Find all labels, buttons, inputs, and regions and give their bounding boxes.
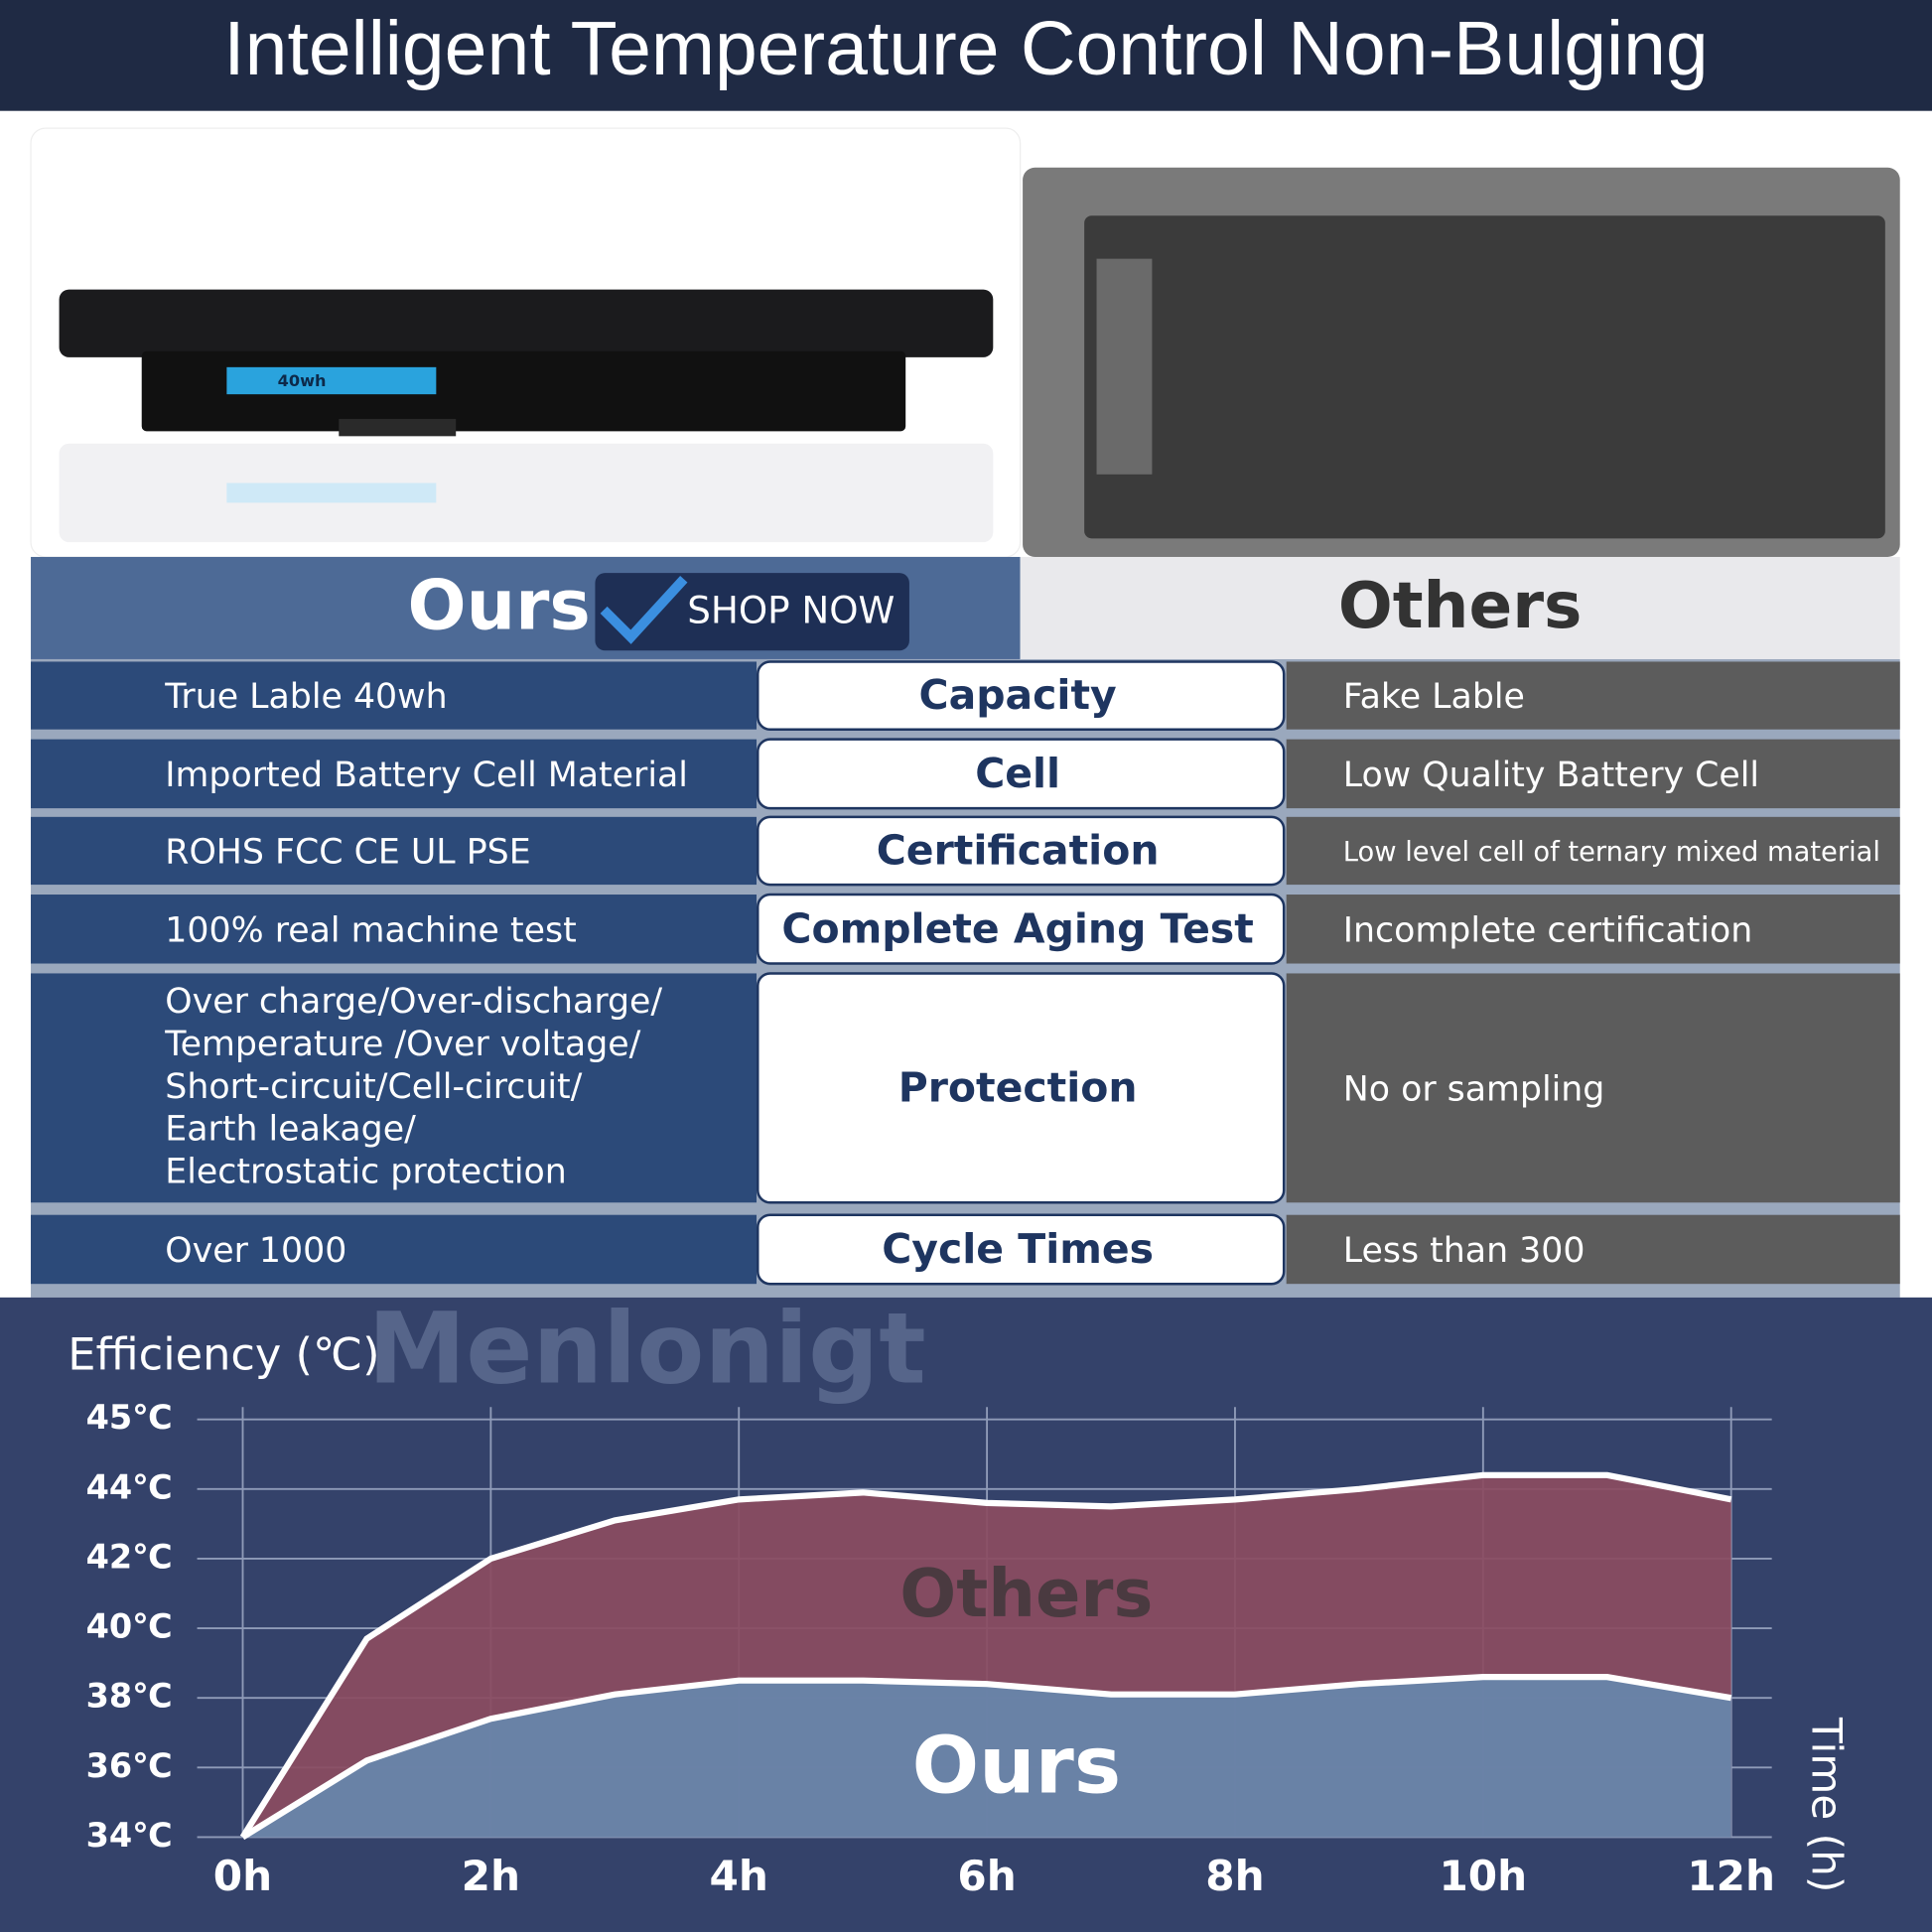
battery-label — [226, 366, 437, 395]
x-axis-label: Time (h) — [1802, 1717, 1851, 1892]
area-fill — [242, 1677, 1731, 1838]
others-cell — [1286, 661, 1900, 730]
x-tick-label: 4h — [710, 1852, 768, 1900]
feature-text: Complete Aging Test — [781, 904, 1253, 952]
check-icon — [600, 575, 688, 644]
battery-top — [59, 289, 994, 357]
y-tick-label: 40℃ — [86, 1607, 173, 1646]
watermark: Menlonigt — [367, 1293, 925, 1407]
feature-text: Certification — [877, 826, 1160, 874]
battery-reflection — [59, 443, 994, 543]
x-tick-label: 10h — [1439, 1852, 1527, 1900]
others-header — [1020, 556, 1900, 659]
ours-cell — [31, 973, 758, 1203]
area-line — [239, 1471, 1732, 1840]
area-line — [240, 1674, 1732, 1841]
others-text: Incomplete certification — [1343, 910, 1753, 950]
others-text: Low Quality Battery Cell — [1343, 756, 1759, 795]
ours-text: 100% real machine test — [165, 910, 576, 950]
ours-text: Over charge/Over-discharge/ — [165, 982, 662, 1022]
ours-text: Temperature /Over voltage/ — [164, 1025, 640, 1064]
ours-text: Short-circuit/Cell-circuit/ — [165, 1067, 582, 1107]
y-tick-label: 44℃ — [86, 1467, 173, 1506]
feature-cell — [757, 660, 1286, 731]
ours-cell — [31, 661, 758, 730]
ours-cell — [31, 1214, 758, 1285]
others-cell — [1286, 739, 1900, 809]
y-tick-label: 42℃ — [86, 1537, 173, 1576]
ours-cell — [31, 739, 758, 809]
ours-text: ROHS FCC CE UL PSE — [165, 832, 530, 872]
shop-now-text[interactable]: SHOP NOW — [687, 588, 895, 631]
ours-heading: Ours — [408, 565, 591, 645]
feature-text: Protection — [898, 1063, 1138, 1111]
y-tick-label: 38℃ — [86, 1677, 173, 1716]
ours-text: Electrostatic protection — [165, 1153, 566, 1192]
feature-cell — [757, 1213, 1286, 1286]
feature-cell — [757, 738, 1286, 810]
x-tick-label: 8h — [1205, 1852, 1264, 1900]
x-tick-label: 2h — [462, 1852, 520, 1900]
x-tick-label: 6h — [957, 1852, 1016, 1900]
others-cell — [1286, 1214, 1900, 1285]
feature-cell — [757, 815, 1286, 887]
others-cell — [1286, 973, 1900, 1203]
feature-text: Cell — [975, 750, 1060, 797]
feature-cell — [757, 972, 1286, 1204]
y-axis-label: Efficiency (℃) — [68, 1329, 379, 1381]
feature-text: Capacity — [919, 671, 1117, 719]
ours-cell — [31, 816, 758, 886]
label-reflection — [226, 483, 437, 503]
photo-battery — [1084, 215, 1885, 539]
header-title: Intelligent Temperature Control Non-Bulg… — [223, 6, 1708, 91]
battery-capacity: 40wh — [278, 371, 327, 390]
others-heading: Others — [1338, 569, 1583, 643]
y-tick-label: 45℃ — [86, 1398, 173, 1437]
x-tick-label: 12h — [1687, 1852, 1775, 1900]
others-cell — [1286, 816, 1900, 886]
battery-connector — [339, 418, 457, 437]
y-tick-label: 34℃ — [86, 1816, 173, 1855]
series-label: Ours — [912, 1719, 1121, 1811]
others-text: Less than 300 — [1343, 1231, 1586, 1271]
y-tick-label: 36℃ — [86, 1746, 173, 1785]
ours-text: Over 1000 — [165, 1231, 346, 1271]
others-cell — [1286, 895, 1900, 964]
others-text: Low level cell of ternary mixed material — [1343, 837, 1880, 868]
others-text: Fake Lable — [1343, 677, 1525, 717]
feature-cell — [757, 893, 1286, 965]
feature-text: Cycle Times — [882, 1225, 1154, 1273]
ours-text: True Lable 40wh — [164, 677, 447, 717]
others-text: No or sampling — [1343, 1069, 1605, 1109]
series-label: Others — [899, 1555, 1153, 1632]
header-bar — [0, 0, 1932, 111]
ours-text: Imported Battery Cell Material — [165, 756, 688, 795]
ours-text: Earth leakage/ — [165, 1110, 416, 1150]
ours-cell — [31, 895, 758, 964]
photo-detail — [1096, 258, 1153, 475]
x-tick-label: 0h — [213, 1852, 272, 1900]
